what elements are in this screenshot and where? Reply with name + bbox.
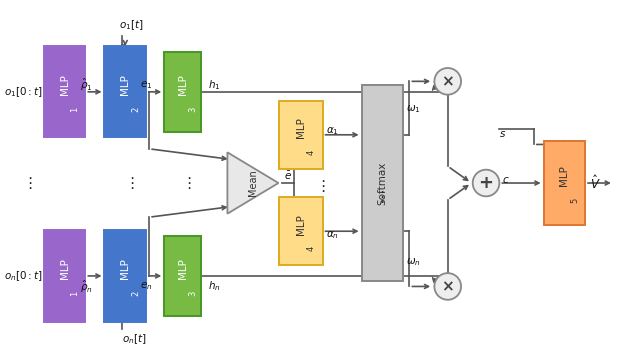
- Text: $\hat{\rho}_n$: $\hat{\rho}_n$: [80, 278, 93, 295]
- Text: 5: 5: [570, 198, 579, 203]
- Text: ⋮: ⋮: [374, 189, 390, 205]
- Text: $\omega_n$: $\omega_n$: [406, 256, 420, 268]
- Text: 3: 3: [188, 107, 197, 112]
- Text: $\hat{V}$: $\hat{V}$: [590, 174, 601, 192]
- Text: MLP: MLP: [178, 258, 188, 279]
- FancyBboxPatch shape: [279, 197, 323, 265]
- Text: ⋮: ⋮: [315, 179, 330, 194]
- FancyBboxPatch shape: [104, 46, 146, 137]
- Text: 1: 1: [70, 291, 79, 296]
- Text: $\omega_1$: $\omega_1$: [406, 103, 420, 115]
- Text: MLP: MLP: [296, 117, 306, 138]
- Text: $o_n[t]$: $o_n[t]$: [122, 332, 147, 346]
- Text: $o_n[0:t]$: $o_n[0:t]$: [4, 269, 43, 283]
- Text: $\bar{e}$: $\bar{e}$: [284, 170, 292, 182]
- Text: +: +: [479, 174, 493, 192]
- Text: $\hat{\rho}_1$: $\hat{\rho}_1$: [80, 77, 93, 93]
- Text: ⋮: ⋮: [22, 176, 37, 190]
- Text: MLP: MLP: [60, 258, 70, 279]
- Text: $e_1$: $e_1$: [140, 79, 152, 91]
- Ellipse shape: [435, 273, 461, 300]
- Text: $o_1[t]$: $o_1[t]$: [119, 18, 143, 32]
- Text: 2: 2: [131, 107, 140, 112]
- Text: ⋮: ⋮: [182, 176, 196, 190]
- Text: MLP: MLP: [60, 74, 70, 95]
- Text: $o_1[0:t]$: $o_1[0:t]$: [4, 85, 43, 99]
- Ellipse shape: [435, 68, 461, 95]
- Ellipse shape: [473, 170, 499, 196]
- Text: Mean: Mean: [248, 170, 258, 196]
- Text: $h_1$: $h_1$: [207, 78, 220, 92]
- Text: MLP: MLP: [296, 214, 306, 235]
- Text: $c$: $c$: [502, 175, 509, 184]
- Text: $\alpha_1$: $\alpha_1$: [326, 125, 339, 137]
- Text: 1: 1: [70, 107, 79, 112]
- Text: $s$: $s$: [499, 129, 506, 139]
- Text: MLP: MLP: [559, 165, 569, 187]
- Text: ⋮: ⋮: [124, 176, 140, 190]
- Text: 4: 4: [307, 246, 316, 251]
- FancyBboxPatch shape: [164, 236, 201, 316]
- Polygon shape: [227, 152, 278, 214]
- Text: 3: 3: [188, 291, 197, 296]
- Text: ×: ×: [442, 279, 454, 294]
- Text: $h_n$: $h_n$: [207, 279, 220, 293]
- Text: 2: 2: [131, 291, 140, 296]
- FancyBboxPatch shape: [104, 230, 146, 321]
- Text: MLP: MLP: [120, 258, 130, 279]
- Text: MLP: MLP: [120, 74, 130, 95]
- FancyBboxPatch shape: [362, 85, 403, 281]
- FancyBboxPatch shape: [44, 46, 85, 137]
- Text: Softmax: Softmax: [377, 161, 387, 205]
- FancyBboxPatch shape: [279, 101, 323, 169]
- FancyBboxPatch shape: [44, 230, 85, 321]
- Text: MLP: MLP: [178, 74, 188, 95]
- Text: $\alpha_n$: $\alpha_n$: [326, 229, 339, 241]
- Text: 4: 4: [307, 150, 316, 155]
- Text: ×: ×: [442, 74, 454, 89]
- FancyBboxPatch shape: [164, 52, 201, 132]
- Text: $e_n$: $e_n$: [140, 281, 152, 293]
- FancyBboxPatch shape: [543, 141, 585, 225]
